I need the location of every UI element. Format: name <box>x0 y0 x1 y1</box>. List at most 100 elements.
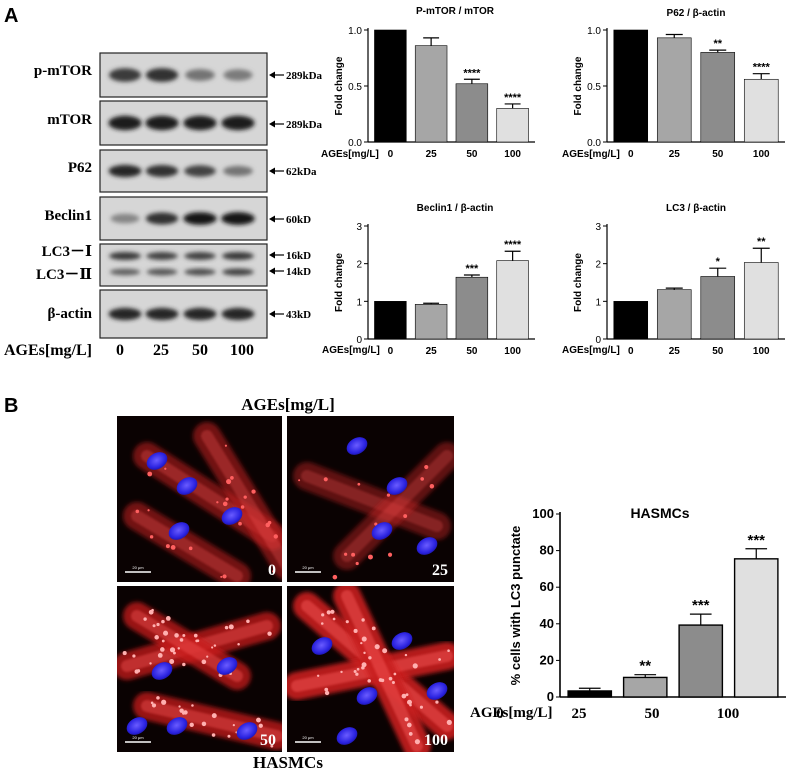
lc3-punctum <box>182 711 185 715</box>
blot-row-label: LC3－Ⅱ <box>36 267 92 283</box>
lc3-punctum <box>177 647 180 650</box>
scale-bar-label: 20 μm <box>302 735 314 740</box>
blot-band <box>183 307 217 321</box>
blot-band <box>221 307 255 321</box>
lc3-punctum <box>424 464 429 470</box>
bar <box>656 37 692 143</box>
x-axis-title: AGEs[mg/L] <box>470 705 553 721</box>
micrograph-dose-label: 0 <box>268 562 276 579</box>
blot-membrane <box>99 243 268 287</box>
scale-bar-label: 20 μm <box>132 565 144 570</box>
lc3-punctum <box>224 444 228 447</box>
lc3-punctum <box>251 489 256 494</box>
lc3-punctum <box>401 693 407 699</box>
y-tick-label: 1.0 <box>348 26 362 37</box>
micrograph-dose-label: 50 <box>260 732 276 749</box>
lc3-punctum <box>270 744 274 748</box>
lc3-punctum <box>406 722 412 728</box>
chart-title: P-mTOR / mTOR <box>416 6 495 17</box>
y-tick-label: 0 <box>356 335 362 346</box>
lc3-punctum <box>230 476 234 480</box>
lc3-punctum <box>409 703 412 707</box>
lc3-punctum <box>170 544 176 550</box>
significance-label: **** <box>504 239 522 251</box>
lc3-punctum <box>195 639 199 643</box>
micrograph-content <box>117 602 282 750</box>
lc3-punctum <box>298 479 301 482</box>
significance-label: **** <box>463 67 481 79</box>
bar <box>733 558 779 698</box>
blot-row-label: mTOR <box>47 112 92 128</box>
x-category-label: 100 <box>717 706 740 722</box>
lc3-punctum <box>179 638 184 642</box>
lc3-punctum <box>386 493 391 497</box>
lc3-punctum <box>387 552 393 557</box>
x-category-label: 25 <box>669 149 681 160</box>
y-tick-label: 20 <box>540 652 554 667</box>
lc3-punctum <box>160 647 165 652</box>
micrograph-3: 20 μm 100 <box>287 586 454 752</box>
significance-label: * <box>716 256 721 268</box>
x-category-label: 50 <box>645 706 660 722</box>
nucleus <box>416 537 438 555</box>
blot-row-label: β-actin <box>47 306 92 322</box>
lc3-punctum <box>340 670 343 674</box>
lc3-punctum <box>174 633 179 638</box>
lc3-punctum <box>429 483 435 489</box>
lc3-punctum <box>412 663 418 669</box>
bar-chart-3: 0 1 2 3 Fold change LC3 / β-actin 0 25 * 50 ** 100 A… <box>562 203 785 357</box>
y-tick-label: 1 <box>356 297 362 308</box>
nucleus <box>311 637 333 655</box>
x-category-label: 0 <box>628 346 634 357</box>
lc3-punctum <box>393 672 397 676</box>
lc3-punctum <box>226 478 232 485</box>
lc3-punctum <box>267 631 272 636</box>
blot-dose-title: AGEs[mg/L] <box>4 342 92 359</box>
bar <box>743 262 779 340</box>
blot-size-arrowhead <box>269 167 275 175</box>
lc3-punctum <box>391 681 395 685</box>
blot-band <box>184 252 216 260</box>
lc3-punctum <box>403 514 408 519</box>
lc3-punctum <box>321 613 325 617</box>
y-tick-label: 0.5 <box>587 82 601 93</box>
bar <box>496 108 529 143</box>
lc3-punctum <box>238 521 242 526</box>
lc3-punctum <box>149 662 152 665</box>
blot-band <box>108 115 142 131</box>
lc3-punctum <box>151 703 157 708</box>
bar <box>455 83 489 143</box>
lc3-punctum <box>163 630 169 636</box>
significance-label: **** <box>504 92 522 104</box>
x-category-label: 25 <box>572 706 587 722</box>
blot-dose-label: 50 <box>192 342 208 359</box>
lc3-punctum <box>374 522 378 526</box>
panel-b-label: B <box>4 395 18 417</box>
lc3-punctum <box>220 575 223 578</box>
y-tick-label: 80 <box>540 543 554 558</box>
lc3-punctum <box>172 651 176 655</box>
lc3-punctum <box>193 633 198 638</box>
micrograph-grid: 20 μm 0 20 μm 25 20 μm 50 20 μm 100 <box>117 416 454 752</box>
lc3-punctum <box>189 722 194 728</box>
x-category-label: 25 <box>426 149 438 160</box>
bar-chart-2: 0 1 2 3 Fold change Beclin1 / β-actin 0 25 *** 50… <box>322 203 535 357</box>
y-tick-label: 60 <box>540 579 554 594</box>
lc3-punctum <box>225 497 229 501</box>
micrograph-footer: HASMCs <box>253 753 323 772</box>
bar <box>700 52 736 143</box>
cell-core <box>301 470 443 532</box>
significance-label: ** <box>713 38 722 50</box>
blot-row-label: P62 <box>68 160 92 176</box>
x-category-label: 25 <box>669 346 681 357</box>
lc3-punctum <box>273 534 278 539</box>
lc3-punctum <box>371 626 376 631</box>
significance-label: *** <box>747 532 765 549</box>
lc3-punctum <box>420 477 425 481</box>
nucleus <box>356 687 378 705</box>
lc3-punctum <box>179 708 184 713</box>
blot-band <box>145 115 179 131</box>
lc3-punctum <box>330 609 335 614</box>
lc3-punctum <box>360 641 363 645</box>
